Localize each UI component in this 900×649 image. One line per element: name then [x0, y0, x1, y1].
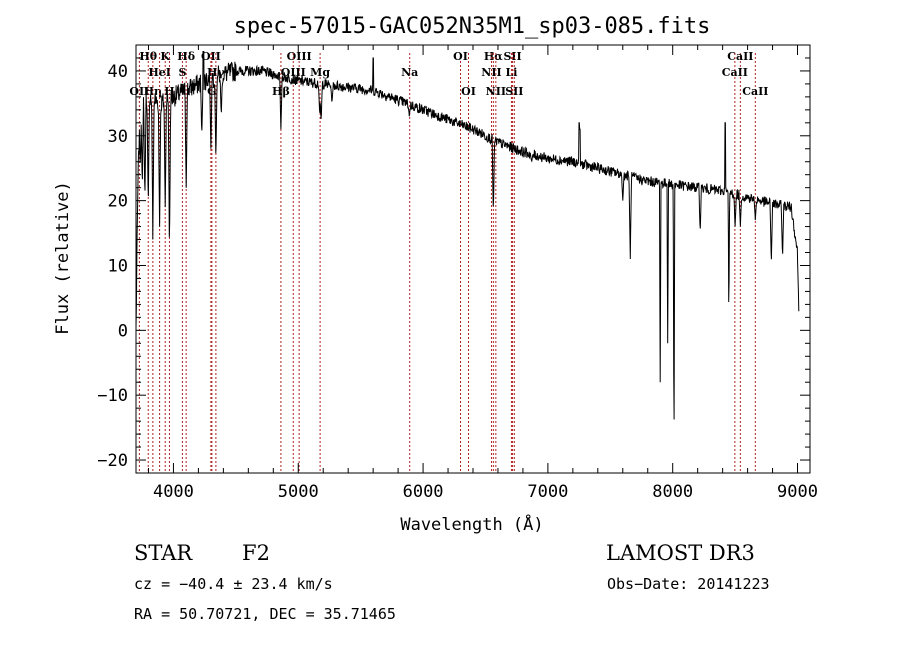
y-axis-label: Flux (relative) [53, 181, 73, 335]
x-tick-label: 6000 [403, 482, 444, 502]
marker-label: Hδ [177, 50, 195, 63]
y-tick-label: −20 [97, 451, 128, 471]
y-tick-label: 20 [108, 192, 128, 212]
object-subclass: F2 [242, 541, 270, 565]
marker-label: HeI [148, 66, 171, 79]
y-tick-label: 30 [108, 127, 128, 147]
redshift-text: cz = −40.4 ± 23.4 km/s [134, 575, 333, 593]
survey-name: LAMOST DR3 [606, 541, 755, 565]
spectrum-series [136, 51, 800, 420]
marker-label: OII [129, 85, 149, 98]
marker-label: H [164, 85, 174, 98]
marker-label: CaII [727, 50, 753, 63]
coordinates-text: RA = 50.70721, DEC = 35.71465 [134, 605, 396, 623]
marker-label: OIII [287, 50, 312, 63]
x-tick-label: 5000 [278, 482, 319, 502]
marker-label: Hα [484, 50, 503, 63]
obs-date-text: Obs−Date: 20141223 [607, 575, 770, 593]
spectrum-line [136, 51, 800, 420]
marker-label: OI [461, 85, 476, 98]
marker-label: Li [505, 66, 517, 79]
marker-label: NII [481, 66, 501, 79]
x-tick-label: 4000 [153, 482, 194, 502]
marker-label: Hθ [139, 50, 157, 63]
marker-label: CaII [742, 85, 768, 98]
y-tick-label: 0 [118, 321, 128, 341]
marker-label: Na [401, 66, 418, 79]
x-axis-label: Wavelength (Å) [400, 513, 543, 535]
marker-label: K [160, 50, 170, 63]
marker-label: Hη [144, 85, 162, 98]
marker-label: S [178, 66, 186, 79]
marker-label: Mg [310, 66, 330, 79]
marker-label: SII [503, 50, 521, 63]
x-tick-label: 9000 [777, 482, 818, 502]
marker-label: OI [453, 50, 468, 63]
x-tick-label: 8000 [652, 482, 693, 502]
object-class: STAR [134, 541, 193, 565]
marker-label: CaII [722, 66, 748, 79]
marker-label: OIII [281, 66, 306, 79]
marker-label: Hβ [272, 85, 290, 98]
marker-label: NII [486, 85, 506, 98]
y-tick-label: −10 [97, 386, 128, 406]
y-tick-label: 40 [108, 62, 128, 82]
y-tick-label: 10 [108, 256, 128, 276]
plot-axes: 4000 5000 6000 7000 8000 9000 −20 −10 0 10 20 30 40 [97, 44, 818, 502]
x-tick-label: 7000 [527, 482, 568, 502]
marker-label: SII [505, 85, 523, 98]
chart-title: spec-57015-GAC052N35M1_sp03-085.fits [234, 14, 711, 39]
